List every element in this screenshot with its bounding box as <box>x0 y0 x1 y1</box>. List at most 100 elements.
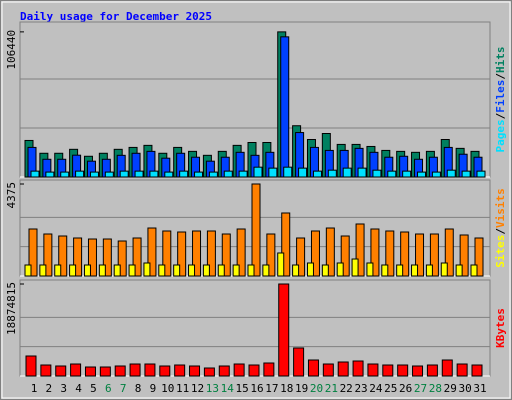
x-tick-label: 5 <box>90 382 97 395</box>
bar <box>206 230 216 277</box>
bar <box>263 362 275 377</box>
bar <box>312 170 322 178</box>
bar <box>159 365 171 377</box>
bar <box>102 238 112 277</box>
y-tick-label: 4375 <box>5 182 18 209</box>
bar <box>25 355 37 377</box>
bar <box>336 262 344 277</box>
bar <box>177 231 187 277</box>
bar <box>367 363 379 377</box>
bar <box>179 170 189 178</box>
x-tick-label: 23 <box>354 382 367 395</box>
bar <box>431 171 441 178</box>
bar <box>397 364 409 377</box>
x-tick-label: 21 <box>325 382 338 395</box>
x-tick-label: 17 <box>265 382 278 395</box>
bar <box>461 170 471 178</box>
bar <box>238 170 248 178</box>
x-tick-label: 8 <box>135 382 142 395</box>
bar <box>411 264 419 277</box>
bar <box>266 233 276 277</box>
x-tick-label: 28 <box>429 382 442 395</box>
x-tick-label: 1 <box>31 382 38 395</box>
bar <box>321 264 329 277</box>
bar <box>223 170 233 178</box>
legend-entry: Visits <box>494 188 507 228</box>
bar <box>381 264 389 277</box>
legend: Sites/Visits <box>494 188 507 268</box>
bar <box>162 230 172 277</box>
bar <box>382 364 394 377</box>
x-tick-label: 15 <box>236 382 249 395</box>
bar <box>444 228 454 277</box>
bar <box>128 264 136 277</box>
legend-entry: Pages <box>494 119 507 152</box>
bar <box>104 171 114 178</box>
bar <box>194 171 204 178</box>
x-tick-label: 25 <box>384 382 397 395</box>
bar <box>476 170 486 178</box>
bar <box>84 366 96 377</box>
bar <box>99 366 111 377</box>
bar <box>236 228 246 277</box>
bar <box>396 264 404 277</box>
bar <box>310 230 320 277</box>
x-tick-label: 19 <box>295 382 308 395</box>
x-tick-label: 6 <box>105 382 112 395</box>
x-tick-label: 12 <box>191 382 204 395</box>
bar <box>400 231 410 277</box>
bar <box>306 262 314 277</box>
x-tick-label: 16 <box>250 382 263 395</box>
bar <box>426 364 438 377</box>
bar <box>470 264 478 277</box>
x-tick-label: 24 <box>369 382 383 395</box>
bar <box>459 234 469 277</box>
bar <box>164 171 174 178</box>
bar <box>73 237 83 277</box>
legend: KBytes <box>494 308 507 348</box>
bar <box>192 230 202 277</box>
bar <box>24 264 32 277</box>
x-tick-label: 9 <box>150 382 157 395</box>
bar <box>202 264 210 277</box>
bar <box>233 363 245 377</box>
bar <box>232 264 240 277</box>
bar <box>351 258 359 277</box>
bar <box>174 364 186 377</box>
legend-entry: Files <box>494 80 507 113</box>
bar <box>221 233 231 277</box>
legend-entry: Sites <box>494 235 507 268</box>
bar <box>40 364 52 377</box>
legend-entry: KBytes <box>494 308 507 348</box>
x-tick-label: 22 <box>340 382 353 395</box>
bar <box>415 233 425 277</box>
bar <box>322 363 334 377</box>
bar <box>119 170 129 178</box>
x-tick-label: 3 <box>60 382 67 395</box>
chart-title: Daily usage for December 2025 <box>20 10 212 23</box>
bar <box>132 237 142 277</box>
bar <box>30 170 40 178</box>
bar <box>298 167 308 178</box>
bar <box>425 264 433 277</box>
bar <box>307 359 319 377</box>
bar <box>217 264 225 277</box>
bar <box>337 361 349 377</box>
bar <box>352 360 364 377</box>
bar <box>189 365 201 377</box>
bar <box>456 363 468 377</box>
bar <box>277 252 285 277</box>
x-tick-label: 30 <box>459 382 472 395</box>
x-tick-label: 14 <box>221 382 235 395</box>
legend-separator: / <box>494 228 507 235</box>
x-tick-label: 7 <box>120 382 127 395</box>
bar <box>440 262 448 277</box>
bar <box>58 235 68 277</box>
bar <box>39 264 47 277</box>
x-tick-label: 2 <box>46 382 53 395</box>
bar <box>144 363 156 377</box>
x-tick-label: 18 <box>280 382 293 395</box>
bar <box>471 364 483 377</box>
bar <box>218 365 230 377</box>
